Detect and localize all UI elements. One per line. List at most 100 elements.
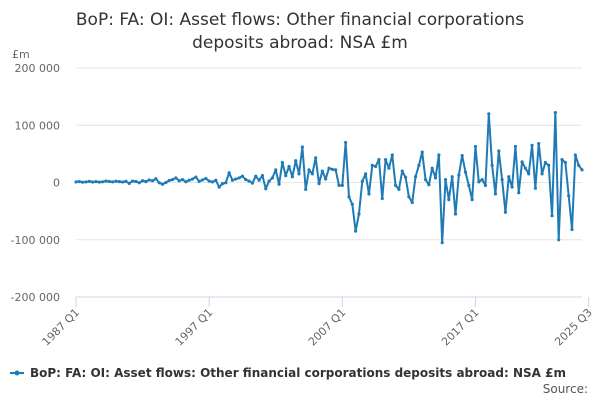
data-point[interactable] <box>520 160 524 164</box>
data-point[interactable] <box>237 176 241 180</box>
data-point[interactable] <box>560 158 564 162</box>
data-point[interactable] <box>413 175 418 179</box>
data-point[interactable] <box>523 166 528 170</box>
data-point[interactable] <box>337 183 341 187</box>
data-point[interactable] <box>443 178 448 182</box>
data-point[interactable] <box>364 172 368 176</box>
data-point[interactable] <box>157 181 161 185</box>
data-point[interactable] <box>247 179 251 183</box>
data-point[interactable] <box>267 179 271 183</box>
data-point[interactable] <box>304 187 308 191</box>
data-point[interactable] <box>101 180 105 184</box>
data-point[interactable] <box>214 178 218 182</box>
data-point[interactable] <box>580 168 584 172</box>
data-point[interactable] <box>140 179 145 183</box>
data-point[interactable] <box>217 185 221 189</box>
data-point[interactable] <box>550 214 554 218</box>
data-point[interactable] <box>107 179 111 184</box>
data-point[interactable] <box>503 210 508 214</box>
data-point[interactable] <box>280 160 284 165</box>
data-point[interactable] <box>387 166 391 170</box>
data-point[interactable] <box>493 192 498 196</box>
data-point[interactable] <box>314 156 318 160</box>
data-point[interactable] <box>420 150 424 154</box>
data-point[interactable] <box>97 180 101 184</box>
data-point[interactable] <box>104 179 108 183</box>
legend[interactable]: BoP: FA: OI: Asset flows: Other financia… <box>10 366 566 380</box>
data-point[interactable] <box>490 163 494 167</box>
data-point[interactable] <box>204 176 208 181</box>
data-point[interactable] <box>287 164 291 169</box>
data-point[interactable] <box>330 167 334 171</box>
data-point[interactable] <box>553 111 557 115</box>
data-point[interactable] <box>480 178 484 182</box>
data-point[interactable] <box>467 183 471 187</box>
data-point[interactable] <box>417 163 421 167</box>
data-point[interactable] <box>114 179 118 183</box>
data-point[interactable] <box>500 178 504 182</box>
data-point[interactable] <box>393 183 398 187</box>
data-point[interactable] <box>433 176 438 180</box>
data-point[interactable] <box>194 175 198 179</box>
data-point[interactable] <box>84 180 88 184</box>
data-point[interactable] <box>324 177 328 181</box>
data-point[interactable] <box>407 195 411 199</box>
data-point[interactable] <box>497 149 501 153</box>
data-point[interactable] <box>174 176 178 180</box>
data-point[interactable] <box>487 112 491 116</box>
data-point[interactable] <box>537 141 541 146</box>
data-point[interactable] <box>430 166 434 170</box>
data-point[interactable] <box>111 180 115 184</box>
data-point[interactable] <box>440 241 444 245</box>
data-point[interactable] <box>297 172 301 176</box>
data-point[interactable] <box>557 238 561 242</box>
data-point[interactable] <box>300 145 304 149</box>
data-point[interactable] <box>374 164 378 169</box>
data-point[interactable] <box>547 163 551 167</box>
data-point[interactable] <box>567 194 571 198</box>
data-point[interactable] <box>227 171 231 175</box>
data-point[interactable] <box>127 181 131 185</box>
data-point[interactable] <box>134 179 138 184</box>
data-point[interactable] <box>210 180 215 184</box>
data-point[interactable] <box>390 153 394 157</box>
data-point[interactable] <box>147 178 151 182</box>
data-point[interactable] <box>170 178 175 182</box>
data-point[interactable] <box>350 202 354 206</box>
data-point[interactable] <box>397 187 401 191</box>
data-point[interactable] <box>77 180 81 184</box>
data-point[interactable] <box>257 178 261 182</box>
data-point[interactable] <box>200 178 205 182</box>
data-point[interactable] <box>463 170 468 174</box>
data-point[interactable] <box>450 175 454 179</box>
data-point[interactable] <box>543 160 547 165</box>
data-point[interactable] <box>307 168 311 172</box>
data-point[interactable] <box>244 178 248 182</box>
data-point[interactable] <box>81 180 85 184</box>
data-point[interactable] <box>477 180 481 184</box>
data-point[interactable] <box>167 178 171 183</box>
data-point[interactable] <box>423 178 428 182</box>
data-point[interactable] <box>507 175 511 179</box>
data-point[interactable] <box>250 181 255 185</box>
data-point[interactable] <box>154 177 158 181</box>
data-point[interactable] <box>483 183 488 187</box>
data-point[interactable] <box>530 143 534 147</box>
data-point[interactable] <box>400 169 404 173</box>
data-point[interactable] <box>577 163 581 167</box>
data-point[interactable] <box>190 177 195 181</box>
data-point[interactable] <box>517 191 521 195</box>
data-point[interactable] <box>224 181 228 185</box>
data-point[interactable] <box>130 179 135 183</box>
data-point[interactable] <box>94 180 98 184</box>
data-point[interactable] <box>327 166 331 170</box>
data-point[interactable] <box>344 140 348 145</box>
data-point[interactable] <box>254 174 258 178</box>
data-point[interactable] <box>240 174 245 178</box>
data-point[interactable] <box>367 192 371 196</box>
data-point[interactable] <box>187 178 191 182</box>
data-point[interactable] <box>563 160 567 165</box>
data-point[interactable] <box>317 182 321 186</box>
data-point[interactable] <box>527 172 531 176</box>
data-point[interactable] <box>284 174 288 178</box>
